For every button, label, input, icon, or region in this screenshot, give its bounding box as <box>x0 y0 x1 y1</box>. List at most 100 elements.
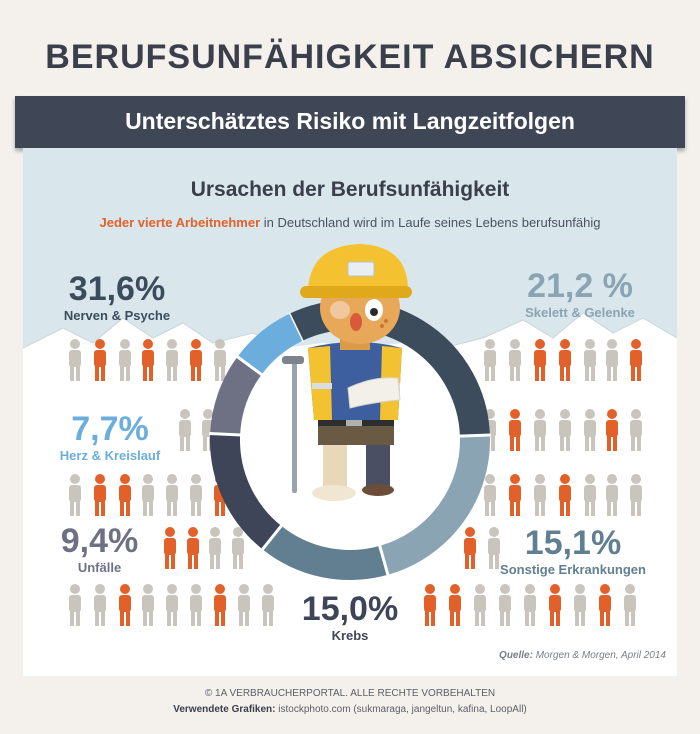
stat-unfaelle-value: 9,4% <box>60 522 139 560</box>
person-icon <box>484 474 496 516</box>
chart-tagline: Jeder vierte Arbeitnehmer in Deutschland… <box>0 215 700 230</box>
ribbon-banner: Unterschätztes Risiko mit Langzeitfolgen <box>15 96 685 148</box>
person-icon <box>499 584 511 626</box>
person-icon <box>119 474 131 516</box>
person-icon <box>69 584 81 626</box>
person-icon <box>69 339 81 381</box>
ribbon-title: Unterschätztes Risiko mit Langzeitfolgen <box>125 108 575 134</box>
person-icon <box>630 474 642 516</box>
stat-herz-value: 7,7% <box>71 410 149 448</box>
person-icon <box>464 527 476 569</box>
person-icon <box>474 584 486 626</box>
person-icon <box>166 474 178 516</box>
person-icon <box>214 339 226 381</box>
person-icon <box>166 339 178 381</box>
person-icon <box>262 584 274 626</box>
person-icon <box>606 474 618 516</box>
donut-slice-skelett <box>379 435 490 575</box>
donut-separator <box>458 433 491 438</box>
donut-slice-sonstige <box>262 525 388 580</box>
person-icon <box>94 339 106 381</box>
tagline-highlight: Jeder vierte Arbeitnehmer <box>99 215 261 230</box>
stat-herz-label: Herz & Kreislauf <box>59 448 161 463</box>
person-icon <box>142 339 154 381</box>
person-icon <box>190 339 202 381</box>
donut-slice-herz <box>237 313 303 375</box>
stat-skelett: 21,2 % Skelett & Gelenke <box>505 267 655 321</box>
graphics-label: Verwendete Grafiken: <box>173 704 276 715</box>
person-icon <box>534 339 546 381</box>
person-icon <box>484 339 496 381</box>
person-icon <box>166 584 178 626</box>
person-icon <box>190 474 202 516</box>
stat-krebs-value: 15,0% <box>301 590 399 628</box>
person-icon <box>630 339 642 381</box>
chart-subtitle: Ursachen der Berufsunfähigkeit <box>190 178 510 201</box>
person-icon <box>534 409 546 451</box>
person-icon <box>584 409 596 451</box>
person-icon <box>142 584 154 626</box>
copyright-note: © 1A VERBRAUCHERPORTAL. ALLE RECHTE VORB… <box>204 688 496 699</box>
person-icon <box>574 584 586 626</box>
person-icon <box>209 527 221 569</box>
person-icon <box>424 584 436 626</box>
person-icon <box>584 474 596 516</box>
stat-krebs-label: Krebs <box>331 628 369 643</box>
people-crowd <box>69 339 642 626</box>
person-icon <box>119 339 131 381</box>
graphics-credit: Verwendete Grafiken: istockphoto.com (su… <box>0 704 700 715</box>
construction-worker-illustration <box>282 244 412 501</box>
person-icon <box>190 584 202 626</box>
stat-nerven-value: 31,6% <box>68 270 166 308</box>
person-icon <box>509 339 521 381</box>
stat-nerven: 31,6% Nerven & Psyche <box>42 270 192 324</box>
source-text: Morgen & Morgen, April 2014 <box>532 650 666 661</box>
source-note: Quelle: Morgen & Morgen, April 2014 <box>499 650 666 661</box>
person-icon <box>584 339 596 381</box>
stat-nerven-label: Nerven & Psyche <box>63 308 171 323</box>
person-icon <box>559 474 571 516</box>
stat-unfaelle: 9,4% Unfälle <box>42 522 157 576</box>
person-icon <box>559 339 571 381</box>
donut-separator <box>378 544 390 577</box>
person-icon <box>559 409 571 451</box>
stat-sonstige-value: 15,1% <box>524 524 622 562</box>
person-icon <box>509 409 521 451</box>
donut-separator <box>235 354 264 377</box>
person-icon <box>509 474 521 516</box>
page-title: BERUFSUNFÄHIGKEIT ABSICHERN <box>45 38 655 76</box>
person-icon <box>214 584 226 626</box>
person-icon <box>534 474 546 516</box>
person-icon <box>624 584 636 626</box>
person-icon <box>238 584 250 626</box>
person-icon <box>630 409 642 451</box>
person-icon <box>69 474 81 516</box>
donut-slice-unfaelle <box>210 356 262 436</box>
stat-skelett-label: Skelett & Gelenke <box>525 305 635 320</box>
person-icon <box>549 584 561 626</box>
person-icon <box>187 527 199 569</box>
donut-separator <box>260 524 284 552</box>
stat-unfaelle-label: Unfälle <box>77 560 122 575</box>
stat-herz: 7,7% Herz & Kreislauf <box>45 410 175 464</box>
person-icon <box>488 527 500 569</box>
person-icon <box>119 584 131 626</box>
stat-krebs: 15,0% Krebs <box>280 590 420 644</box>
person-icon <box>232 527 244 569</box>
person-icon <box>94 474 106 516</box>
person-icon <box>164 527 176 569</box>
graphics-text: istockphoto.com (sukmaraga, jangeltun, k… <box>275 704 527 715</box>
person-icon <box>179 409 191 451</box>
stat-sonstige: 15,1% Sonstige Erkrankungen <box>488 524 658 578</box>
stat-skelett-value: 21,2 % <box>527 267 633 305</box>
donut-separator <box>209 431 242 437</box>
donut-slice-krebs <box>210 433 282 550</box>
person-icon <box>94 584 106 626</box>
person-icon <box>606 409 618 451</box>
person-icon <box>606 339 618 381</box>
tagline-text: in Deutschland wird im Laufe seines Lebe… <box>260 215 601 230</box>
person-icon <box>599 584 611 626</box>
stat-sonstige-label: Sonstige Erkrankungen <box>500 562 646 577</box>
